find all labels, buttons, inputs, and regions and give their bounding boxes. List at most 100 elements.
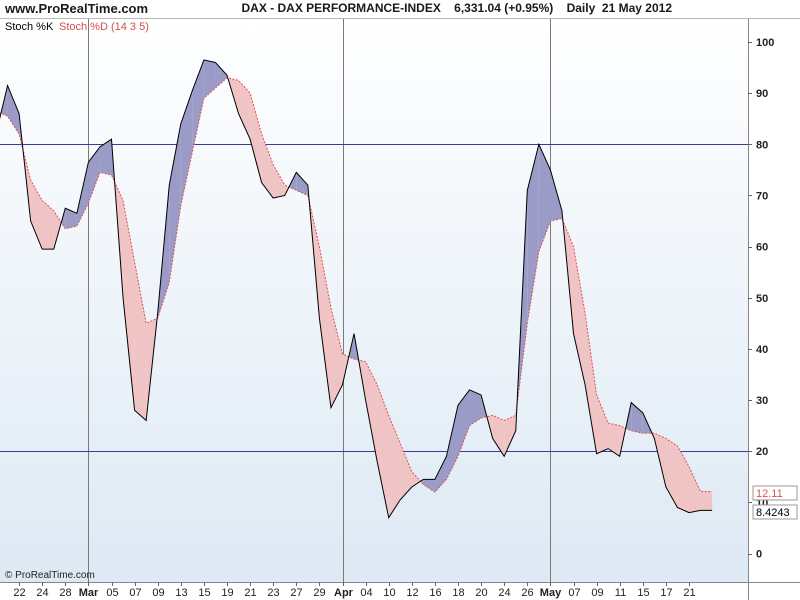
x-tick-label: 19 [221, 587, 233, 599]
badge-k-value: 8.4243 [756, 507, 790, 519]
x-tick-label: 26 [521, 587, 533, 599]
series-k-line [0, 59, 713, 520]
fill-d-above-k [30, 180, 43, 250]
fill-k-above-d [296, 172, 308, 196]
x-tick-label: 29 [313, 587, 325, 599]
fill-k-above-d [65, 208, 77, 229]
y-tick-label: 40 [756, 344, 768, 356]
fill-k-above-d [180, 90, 193, 206]
x-tick-label: 24 [498, 587, 510, 599]
fill-d-above-k [365, 361, 378, 462]
y-tick-label: 30 [756, 395, 768, 407]
x-tick-label: 15 [637, 587, 649, 599]
x-tick-label: 11 [615, 587, 626, 599]
grid-lines [0, 19, 748, 582]
chart-title: DAX - DAX PERFORMANCE-INDEX 6,331.04 (+0… [241, 1, 673, 15]
fill-k-above-d [88, 146, 100, 204]
fill-d-above-k [42, 200, 54, 250]
fill-k-above-d [423, 479, 435, 493]
last-value-badges: 12.11 8.4243 [752, 485, 798, 520]
fill-k-above-d [434, 456, 447, 493]
y-tick-label: 60 [756, 242, 768, 254]
x-tick-label: 09 [152, 587, 164, 599]
x-tick-label: 04 [360, 587, 372, 599]
y-tick-label: 50 [756, 293, 768, 305]
badge-d-box [752, 485, 798, 501]
x-tick-label: Mar [79, 587, 99, 599]
x-tick-label: 27 [290, 587, 302, 599]
x-axis-ticks: 22 24 28 Mar 05 07 09 13 15 19 21 23 27 29 Apr 04 10 12 16… [13, 582, 696, 599]
x-tick-label: 07 [129, 587, 141, 599]
x-tick-label: 05 [106, 587, 118, 599]
fill-d-above-k [411, 471, 421, 487]
fill-k-above-d [550, 169, 562, 222]
fill-k-above-d [169, 123, 181, 283]
badge-d-value: 12.11 [756, 488, 783, 500]
fill-d-above-k [596, 394, 609, 454]
x-tick-label: 23 [267, 587, 279, 599]
fill-d-above-k [585, 313, 597, 454]
plot-area [0, 19, 748, 582]
fill-k-above-d [76, 162, 89, 227]
x-tick-label: 21 [683, 587, 695, 599]
fill-k-above-d [538, 144, 551, 252]
fill-d-above-k [388, 415, 401, 518]
fill-d-above-k [273, 164, 285, 199]
x-tick-label: 10 [383, 587, 395, 599]
x-tick-label: 18 [452, 587, 464, 599]
fill-d-above-k [123, 200, 135, 411]
x-tick-label: Apr [334, 587, 354, 599]
y-tick-label: 0 [756, 549, 762, 561]
x-tick-label: 22 [13, 587, 25, 599]
fill-d-above-k [134, 261, 147, 421]
fill-k-above-d [7, 85, 20, 135]
y-tick-label: 100 [756, 37, 774, 49]
y-tick-label: 80 [756, 139, 768, 151]
fill-d-above-k [700, 491, 713, 511]
y-tick-label: 90 [756, 88, 768, 100]
legend-d: Stoch %D (14 3 5) [59, 21, 149, 33]
y-tick-label: 20 [756, 446, 768, 458]
fill-d-above-k [689, 466, 701, 513]
site-name[interactable]: www.ProRealTime.com [5, 1, 149, 16]
fill-d-above-k [492, 415, 505, 457]
series-d-line [0, 77, 713, 493]
copyright-text: © ProRealTime.com [5, 570, 95, 581]
x-tick-label: 07 [568, 587, 580, 599]
fill-d-above-k [250, 93, 262, 183]
legend-k: Stoch %K [5, 21, 54, 33]
series-lines [0, 59, 713, 520]
fill-d-above-k [377, 384, 389, 518]
legend: Stoch %K Stoch %D (14 3 5) [5, 21, 149, 33]
fill-k-above-d [203, 59, 216, 99]
fill-d-above-k [677, 446, 689, 513]
x-tick-label: 16 [429, 587, 441, 599]
chart-header: www.ProRealTime.com DAX - DAX PERFORMANC… [0, 0, 800, 19]
fill-k-above-d [469, 389, 482, 426]
fill-k-above-d [99, 139, 112, 175]
x-tick-label: 13 [175, 587, 187, 599]
x-tick-label: 15 [198, 587, 210, 599]
x-tick-label: May [540, 587, 562, 599]
badge-k-box [752, 504, 798, 520]
fill-k-above-d [527, 144, 539, 324]
fill-d-above-k [608, 423, 620, 457]
x-tick-label: 28 [59, 587, 71, 599]
fill-d-above-k [261, 134, 274, 199]
fill-d-above-k [330, 307, 343, 408]
x-tick-label: 24 [36, 587, 48, 599]
fill-k-above-d [631, 402, 643, 434]
fill-k-above-d [215, 62, 227, 89]
fill-d-above-k [573, 246, 586, 385]
fill-d-above-k [238, 80, 251, 140]
fill-d-above-k [504, 415, 516, 457]
fill-d-above-k [319, 246, 331, 408]
x-tick-label: 20 [475, 587, 487, 599]
fill-k-above-d [446, 405, 458, 480]
y-tick-label: 70 [756, 190, 768, 202]
x-tick-label: 12 [406, 587, 418, 599]
fill-d-above-k [665, 438, 678, 508]
x-tick-label: 21 [244, 587, 256, 599]
